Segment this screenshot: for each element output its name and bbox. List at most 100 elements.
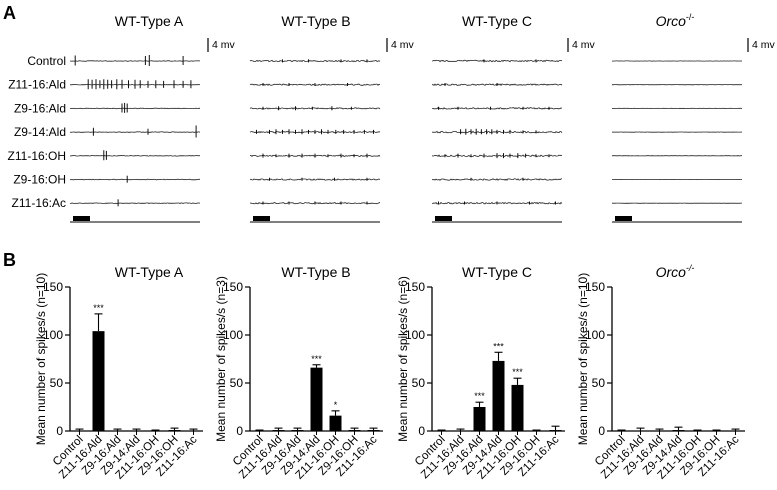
y-axis-label: Mean number of spikes/s (n=6): [396, 276, 410, 442]
spike-marks: [87, 79, 192, 90]
y-tick-label: 100: [585, 328, 605, 342]
y-tick-label: 100: [43, 328, 63, 342]
y-axis-label: Mean number of spikes/s (n=10): [34, 273, 48, 445]
spike-marks: [470, 177, 524, 181]
spike-marks: [460, 128, 537, 135]
bar: [168, 430, 181, 431]
trace-panel: Control Z11-16:Ald Z9-16:Ald Z9-14:Ald Z11-1…: [8, 12, 776, 223]
y-tick-label: 0: [598, 424, 605, 438]
y-tick-label: 150: [223, 280, 243, 294]
trace-row-label: Z11-16:OH: [8, 149, 66, 163]
trace-column-title: WT-Type A: [115, 13, 184, 29]
y-tick-label: 50: [412, 376, 426, 390]
trace-row-label: Z9-16:Ald: [14, 101, 66, 115]
trace-row-label: Control: [27, 54, 66, 68]
spike-marks: [103, 150, 107, 161]
spike-trace: [249, 59, 381, 63]
bar-chart-panel: WT-Type A Mean number of spikes/s (n=10) 0…: [34, 263, 745, 482]
y-tick-label: 100: [223, 328, 243, 342]
trace-column-title: WT-Type B: [281, 13, 350, 29]
stimulus-bar: [253, 216, 270, 221]
stimulus-bar: [615, 216, 632, 221]
y-axis-label: Mean number of spikes/s (n=10): [576, 273, 590, 445]
spike-marks: [269, 177, 368, 181]
bar: [492, 360, 505, 431]
y-tick-label: 50: [50, 376, 64, 390]
significance-label: ***: [474, 391, 485, 401]
scale-bar-label: 4 mv: [572, 39, 596, 51]
significance-label: ***: [311, 354, 322, 364]
spike-marks: [262, 201, 368, 205]
bar: [291, 430, 304, 431]
spike-trace: [69, 178, 201, 181]
bar: [511, 384, 524, 431]
stimulus-bar: [73, 216, 90, 221]
bar: [272, 430, 285, 431]
y-tick-label: 0: [56, 424, 63, 438]
significance-label: ***: [93, 303, 104, 313]
spike-marks: [262, 106, 352, 111]
panel-label-b: B: [3, 250, 16, 270]
bar: [672, 430, 685, 431]
spike-marks: [74, 55, 184, 66]
scale-bar-label: 4 mv: [212, 39, 236, 51]
trace-row-label: Z11-16:Ald: [8, 78, 66, 92]
bar-chart: WT-Type C Mean number of spikes/s (n=6) 0 5…: [396, 264, 565, 482]
spike-trace: [69, 155, 201, 157]
y-tick-label: 50: [230, 376, 244, 390]
spike-trace: [431, 178, 563, 181]
bar-chart: Orco-/- Mean number of spikes/s (n=10) 0 50…: [576, 263, 745, 482]
y-tick-label: 150: [43, 280, 63, 294]
significance-label: ***: [493, 341, 504, 351]
bar: [92, 331, 105, 431]
spike-marks: [438, 106, 550, 110]
chart-title: Orco-/-: [656, 263, 695, 280]
spike-trace: [69, 202, 201, 204]
y-tick-label: 50: [592, 376, 606, 390]
scale-bar-label: 4 mv: [752, 39, 776, 51]
bar: [549, 430, 562, 431]
trace-row-label: Z9-16:OH: [13, 173, 66, 187]
bar: [329, 415, 342, 431]
scale-bar-label: 4 mv: [391, 39, 415, 51]
trace-column-title: Orco-/-: [656, 12, 695, 29]
spike-marks: [121, 102, 128, 113]
bar-chart: WT-Type B Mean number of spikes/s (n=3) 0 5…: [214, 264, 383, 482]
spike-trace: [69, 107, 201, 110]
spike-trace: [249, 178, 381, 181]
chart-title: WT-Type B: [281, 264, 350, 280]
bar: [473, 407, 486, 431]
spike-marks: [438, 201, 556, 205]
spike-marks: [256, 129, 374, 135]
spike-marks: [483, 59, 537, 63]
spike-trace: [249, 107, 381, 110]
spike-trace: [69, 60, 200, 62]
chart-title: WT-Type A: [115, 264, 184, 280]
spike-trace: [432, 107, 563, 110]
spike-marks: [262, 83, 348, 86]
spike-marks: [444, 83, 498, 86]
bar: [310, 367, 323, 431]
bar: [348, 430, 361, 431]
spike-marks: [262, 153, 368, 158]
trace-row-label: Z11-16:Ac: [12, 196, 66, 210]
y-tick-label: 100: [405, 328, 425, 342]
chart-title: WT-Type C: [462, 264, 532, 280]
stimulus-bar: [435, 216, 452, 221]
y-tick-label: 0: [418, 424, 425, 438]
spike-marks: [92, 125, 197, 138]
y-tick-label: 150: [405, 280, 425, 294]
y-axis-label: Mean number of spikes/s (n=3): [214, 276, 228, 442]
y-tick-label: 0: [236, 424, 243, 438]
significance-label: ***: [512, 367, 523, 377]
trace-row-label: Z9-14:Ald: [14, 125, 66, 139]
bar-chart: WT-Type A Mean number of spikes/s (n=10) 0…: [34, 264, 203, 482]
y-tick-label: 150: [585, 280, 605, 294]
spike-trace: [431, 59, 563, 63]
spike-trace: [69, 131, 201, 133]
bar: [367, 430, 380, 431]
spike-marks: [444, 153, 550, 159]
spike-marks: [282, 59, 368, 63]
significance-label: *: [334, 400, 338, 410]
